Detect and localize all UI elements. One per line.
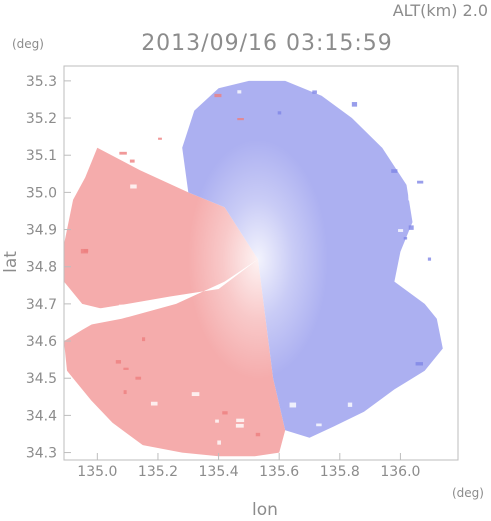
speckle [171, 89, 175, 94]
y-tick-label: 34.8 [26, 260, 57, 276]
speckle [415, 362, 423, 366]
y-tick-label: 35.0 [26, 185, 57, 201]
speckle [130, 184, 137, 189]
speckle [118, 304, 127, 309]
no-data-gap [64, 259, 258, 327]
y-tick-label: 34.4 [26, 408, 57, 424]
x-tick-label: 136.0 [380, 464, 420, 480]
x-axis-ticks: 135.0 135.2 135.4 135.6 135.8 136.0 [77, 453, 420, 480]
x-tick-label: 135.4 [199, 464, 239, 480]
y-axis-ticks: 34.3 34.4 34.5 34.6 34.7 34.8 34.9 35.0 35.1 35.2… [26, 74, 71, 462]
chart-title: 2013/09/16 03:15:59 [141, 31, 393, 56]
speckle [141, 337, 146, 342]
speckle [391, 169, 398, 173]
x-tick-label: 135.0 [77, 464, 117, 480]
y-tick-label: 35.1 [26, 148, 57, 164]
speckle [129, 159, 135, 163]
x-tick-label: 135.6 [259, 464, 299, 480]
speckle [135, 376, 142, 380]
x-axis-unit: (deg) [452, 486, 484, 500]
data-speckles [80, 77, 432, 445]
speckle [115, 360, 122, 364]
y-axis-label: lat [1, 251, 21, 273]
speckle [316, 423, 322, 427]
speckle [408, 225, 414, 230]
speckle [214, 93, 222, 98]
x-tick-label: 135.8 [320, 464, 360, 480]
speckle [123, 390, 127, 395]
speckle [312, 90, 317, 94]
speckle [411, 245, 420, 250]
y-tick-label: 34.3 [26, 446, 57, 462]
speckle [235, 423, 244, 428]
y-tick-label: 35.3 [26, 74, 57, 90]
speckle [255, 432, 261, 437]
speckle [119, 151, 127, 155]
speckle [215, 419, 219, 423]
plot-frame [63, 65, 459, 461]
speckle [398, 229, 404, 232]
speckle [408, 195, 414, 201]
speckle [123, 367, 129, 370]
speckle [83, 249, 89, 253]
speckle [222, 411, 228, 415]
y-tick-label: 34.9 [26, 223, 57, 239]
radar-center-fade [187, 139, 328, 380]
x-tick-label: 135.2 [138, 464, 178, 480]
speckle [237, 90, 242, 94]
y-tick-label: 34.6 [26, 334, 57, 350]
y-tick-label: 34.5 [26, 371, 57, 387]
chart-subtitle: ALT(km) 2.0 [393, 1, 488, 20]
y-axis-unit: (deg) [12, 37, 44, 51]
speckle [158, 137, 162, 140]
speckle [347, 402, 353, 407]
speckle [191, 392, 200, 397]
speckle [217, 440, 221, 445]
speckle [403, 237, 408, 240]
speckle [277, 111, 282, 115]
speckle [351, 102, 358, 107]
y-tick-label: 34.7 [26, 297, 57, 313]
y-tick-label: 35.2 [26, 111, 57, 127]
speckle [237, 118, 244, 121]
speckle [408, 252, 414, 255]
speckle [427, 257, 432, 261]
speckle [245, 77, 253, 80]
speckle [417, 180, 424, 184]
x-axis-label: lon [252, 500, 278, 520]
speckle [289, 402, 297, 408]
speckle [150, 401, 158, 406]
speckle [236, 418, 245, 423]
doppler-velocity-field [64, 77, 443, 457]
